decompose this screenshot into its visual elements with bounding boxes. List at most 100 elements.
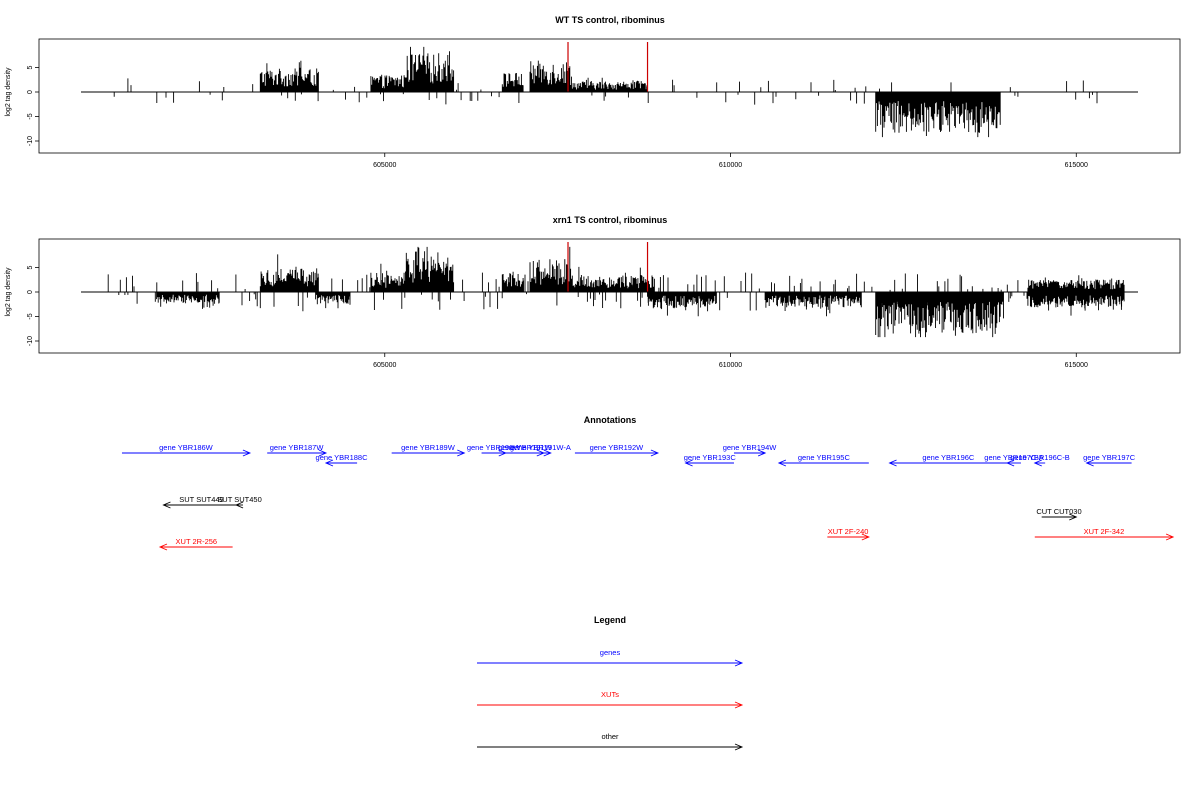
feature-label: XUT 2F-342 [1084,527,1125,536]
legend-label: genes [600,648,621,657]
wt-x-axis: 605000 610000 615000 [373,153,1088,169]
feature-arrowhead [650,449,660,457]
legend: genes XUTs other [477,648,744,751]
legend-item: other [477,732,744,751]
y-tick-label: 5 [27,65,34,69]
xrn1-bar-path [107,246,1125,338]
annotation-feature: CUT CUT030 [1036,507,1082,521]
feature-arrowhead [777,459,787,467]
feature-arrowhead [234,501,244,509]
legend-item: XUTs [477,690,744,709]
feature-label: gene YBR197C-A [984,453,1043,462]
xrn1-x-axis: 605000 610000 615000 [373,353,1088,369]
wt-panel-frame [38,38,1181,154]
legend-arrowhead [734,659,744,667]
feature-label: gene YBR191W-A [510,443,571,452]
feature-label: gene YBR195C [798,453,851,462]
annotation-feature: gene YBR197C [1083,453,1136,467]
wt-bar-path [113,46,1098,138]
feature-arrowhead [1005,459,1015,467]
annotation-feature: XUT 2F-342 [1034,527,1175,541]
legend-title: Legend [594,615,626,625]
feature-arrowhead [1085,459,1094,467]
annotation-feature: gene YBR189W [391,443,466,457]
feature-arrowhead [861,533,870,541]
legend-arrowhead [734,701,744,709]
legend-label: XUTs [601,690,619,699]
feature-label: gene YBR191W [498,443,553,452]
x-tick-label: 615000 [1065,162,1088,169]
annotation-feature: gene YBR188C [316,453,369,467]
feature-label: gene YBR197C [1083,453,1136,462]
annotation-feature: gene YBR193C [684,453,737,467]
feature-label: gene YBR187W [270,443,325,452]
feature-arrowhead [324,459,334,467]
y-tick-label: 5 [27,265,34,269]
feature-label: gene YBR189W [401,443,456,452]
feature-label: SUT SUT450 [217,495,261,504]
feature-arrowhead [1069,513,1078,521]
annotation-feature: gene YBR194W [723,443,778,457]
feature-arrowhead [242,449,252,457]
xrn1-panel-frame [38,238,1181,354]
feature-label: gene YBR196C-B [1010,453,1069,462]
y-tick-label: -10 [27,136,34,146]
feature-arrowhead [1165,533,1175,541]
xrn1-y-axis: -10 -5 0 5 [27,265,39,346]
feature-label: CUT CUT030 [1036,507,1081,516]
feature-label: gene YBR194W [723,443,778,452]
feature-arrowhead [158,543,168,551]
annotation-feature: SUT SUT449 [162,495,240,509]
feature-label: gene YBR190W [467,443,522,452]
x-tick-label: 610000 [719,162,742,169]
feature-arrowhead [1033,459,1042,467]
wt-markers [567,42,649,92]
xrn1-density-bars [107,246,1125,338]
x-tick-label: 615000 [1065,362,1088,369]
feature-label: gene YBR193C [684,453,737,462]
feature-arrowhead [543,449,552,457]
y-tick-label: -5 [27,113,34,119]
xrn1-markers [567,242,649,292]
x-tick-label: 605000 [373,362,396,369]
feature-label: gene YBR188C [316,453,369,462]
feature-label: gene YBR192W [590,443,645,452]
annotations-title: Annotations [584,415,637,425]
xrn1-panel-ylabel: log2 tag density [5,267,12,317]
xrn1-panel: xrn1 TS control, ribominus log2 tag dens… [5,215,1181,369]
feature-arrowhead [457,449,466,457]
wt-panel-ylabel: log2 tag density [5,67,12,117]
annotation-feature: gene YBR196C-B [1010,453,1070,467]
feature-label: gene YBR186W [159,443,214,452]
annotation-feature: XUT 2R-256 [158,537,233,551]
feature-arrowhead [162,501,171,509]
feature-label: gene YBR196C [922,453,975,462]
x-tick-label: 610000 [719,362,742,369]
legend-arrowhead [734,743,744,751]
annotation-feature: gene YBR192W [574,443,660,457]
annotation-feature: XUT 2F-240 [827,527,870,541]
x-tick-label: 605000 [373,162,396,169]
feature-label: XUT 2F-240 [828,527,869,536]
annotation-feature: gene YBR195C [777,453,869,467]
feature-label: XUT 2R-256 [176,537,218,546]
feature-arrowhead [684,459,693,467]
annotation-feature: gene YBR191W-A [510,443,571,457]
wt-panel-title: WT TS control, ribominus [555,15,665,25]
annotation-feature: gene YBR197C-A [984,453,1044,467]
wt-y-axis: -10 -5 0 5 [27,65,39,146]
legend-item: genes [477,648,744,667]
y-tick-label: 0 [27,90,34,94]
feature-label: SUT SUT449 [179,495,223,504]
wt-panel: WT TS control, ribominus log2 tag densit… [5,15,1181,169]
y-tick-label: 0 [27,290,34,294]
feature-arrowhead [757,449,767,457]
legend-label: other [601,732,619,741]
annotation-feature: gene YBR196C [888,453,1008,467]
annotation-feature: gene YBR187W [267,443,328,457]
annotation-feature: SUT SUT450 [217,495,262,509]
y-tick-label: -10 [27,336,34,346]
wt-density-bars [113,46,1098,138]
